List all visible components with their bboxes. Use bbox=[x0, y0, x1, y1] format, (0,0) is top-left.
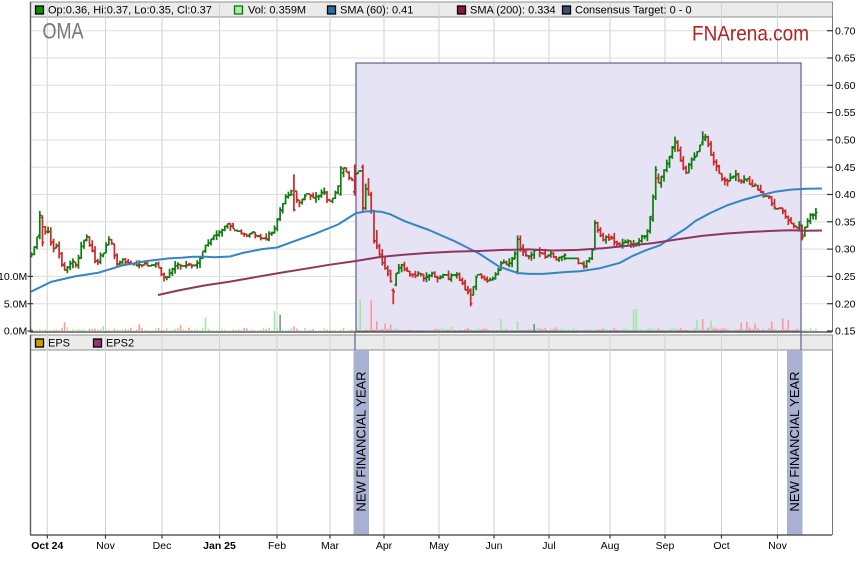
svg-text:NEW FINANCIAL YEAR: NEW FINANCIAL YEAR bbox=[787, 371, 802, 511]
svg-text:0.0M: 0.0M bbox=[4, 326, 27, 338]
svg-text:Feb: Feb bbox=[268, 540, 286, 552]
svg-text:EPS2: EPS2 bbox=[106, 338, 134, 350]
svg-text:Mar: Mar bbox=[321, 540, 340, 552]
svg-text:Oct 24: Oct 24 bbox=[31, 540, 63, 552]
svg-text:Jun: Jun bbox=[486, 540, 503, 552]
svg-text:0.70: 0.70 bbox=[835, 25, 856, 37]
svg-text:0.15: 0.15 bbox=[835, 326, 856, 338]
svg-text:FNArena.com: FNArena.com bbox=[692, 22, 809, 46]
svg-text:Jul: Jul bbox=[542, 540, 555, 552]
svg-text:5.0M: 5.0M bbox=[4, 298, 27, 310]
svg-text:0.30: 0.30 bbox=[835, 244, 856, 256]
svg-text:0.40: 0.40 bbox=[835, 189, 856, 201]
svg-text:10.0M: 10.0M bbox=[0, 271, 27, 283]
svg-text:Aug: Aug bbox=[601, 540, 620, 552]
svg-text:Op:0.36, Hi:0.37, Lo:0.35, Cl:: Op:0.36, Hi:0.37, Lo:0.35, Cl:0.37 bbox=[48, 5, 212, 17]
svg-text:Nov: Nov bbox=[96, 540, 115, 552]
svg-text:Jan 25: Jan 25 bbox=[203, 540, 236, 552]
svg-text:Nov: Nov bbox=[768, 540, 787, 552]
svg-text:EPS: EPS bbox=[48, 338, 70, 350]
svg-text:0.55: 0.55 bbox=[835, 107, 856, 119]
svg-text:0.45: 0.45 bbox=[835, 162, 856, 174]
svg-text:0.65: 0.65 bbox=[835, 53, 856, 65]
svg-text:Oct: Oct bbox=[713, 540, 729, 552]
svg-text:0.20: 0.20 bbox=[835, 298, 856, 310]
svg-text:Vol: 0.359M: Vol: 0.359M bbox=[248, 5, 306, 17]
svg-text:OMA: OMA bbox=[43, 19, 84, 44]
svg-text:0.60: 0.60 bbox=[835, 80, 856, 92]
svg-text:0.35: 0.35 bbox=[835, 216, 856, 228]
svg-text:SMA (60): 0.41: SMA (60): 0.41 bbox=[340, 5, 413, 17]
svg-text:May: May bbox=[429, 540, 450, 552]
svg-text:Dec: Dec bbox=[153, 540, 172, 552]
svg-text:Consensus Target: 0 - 0: Consensus Target: 0 - 0 bbox=[575, 5, 692, 17]
svg-text:SMA (200): 0.334: SMA (200): 0.334 bbox=[470, 5, 556, 17]
svg-text:Sep: Sep bbox=[656, 540, 675, 552]
svg-text:0.50: 0.50 bbox=[835, 135, 856, 147]
svg-text:Apr: Apr bbox=[376, 540, 393, 552]
svg-text:NEW FINANCIAL YEAR: NEW FINANCIAL YEAR bbox=[353, 371, 368, 511]
svg-text:0.25: 0.25 bbox=[835, 271, 856, 283]
